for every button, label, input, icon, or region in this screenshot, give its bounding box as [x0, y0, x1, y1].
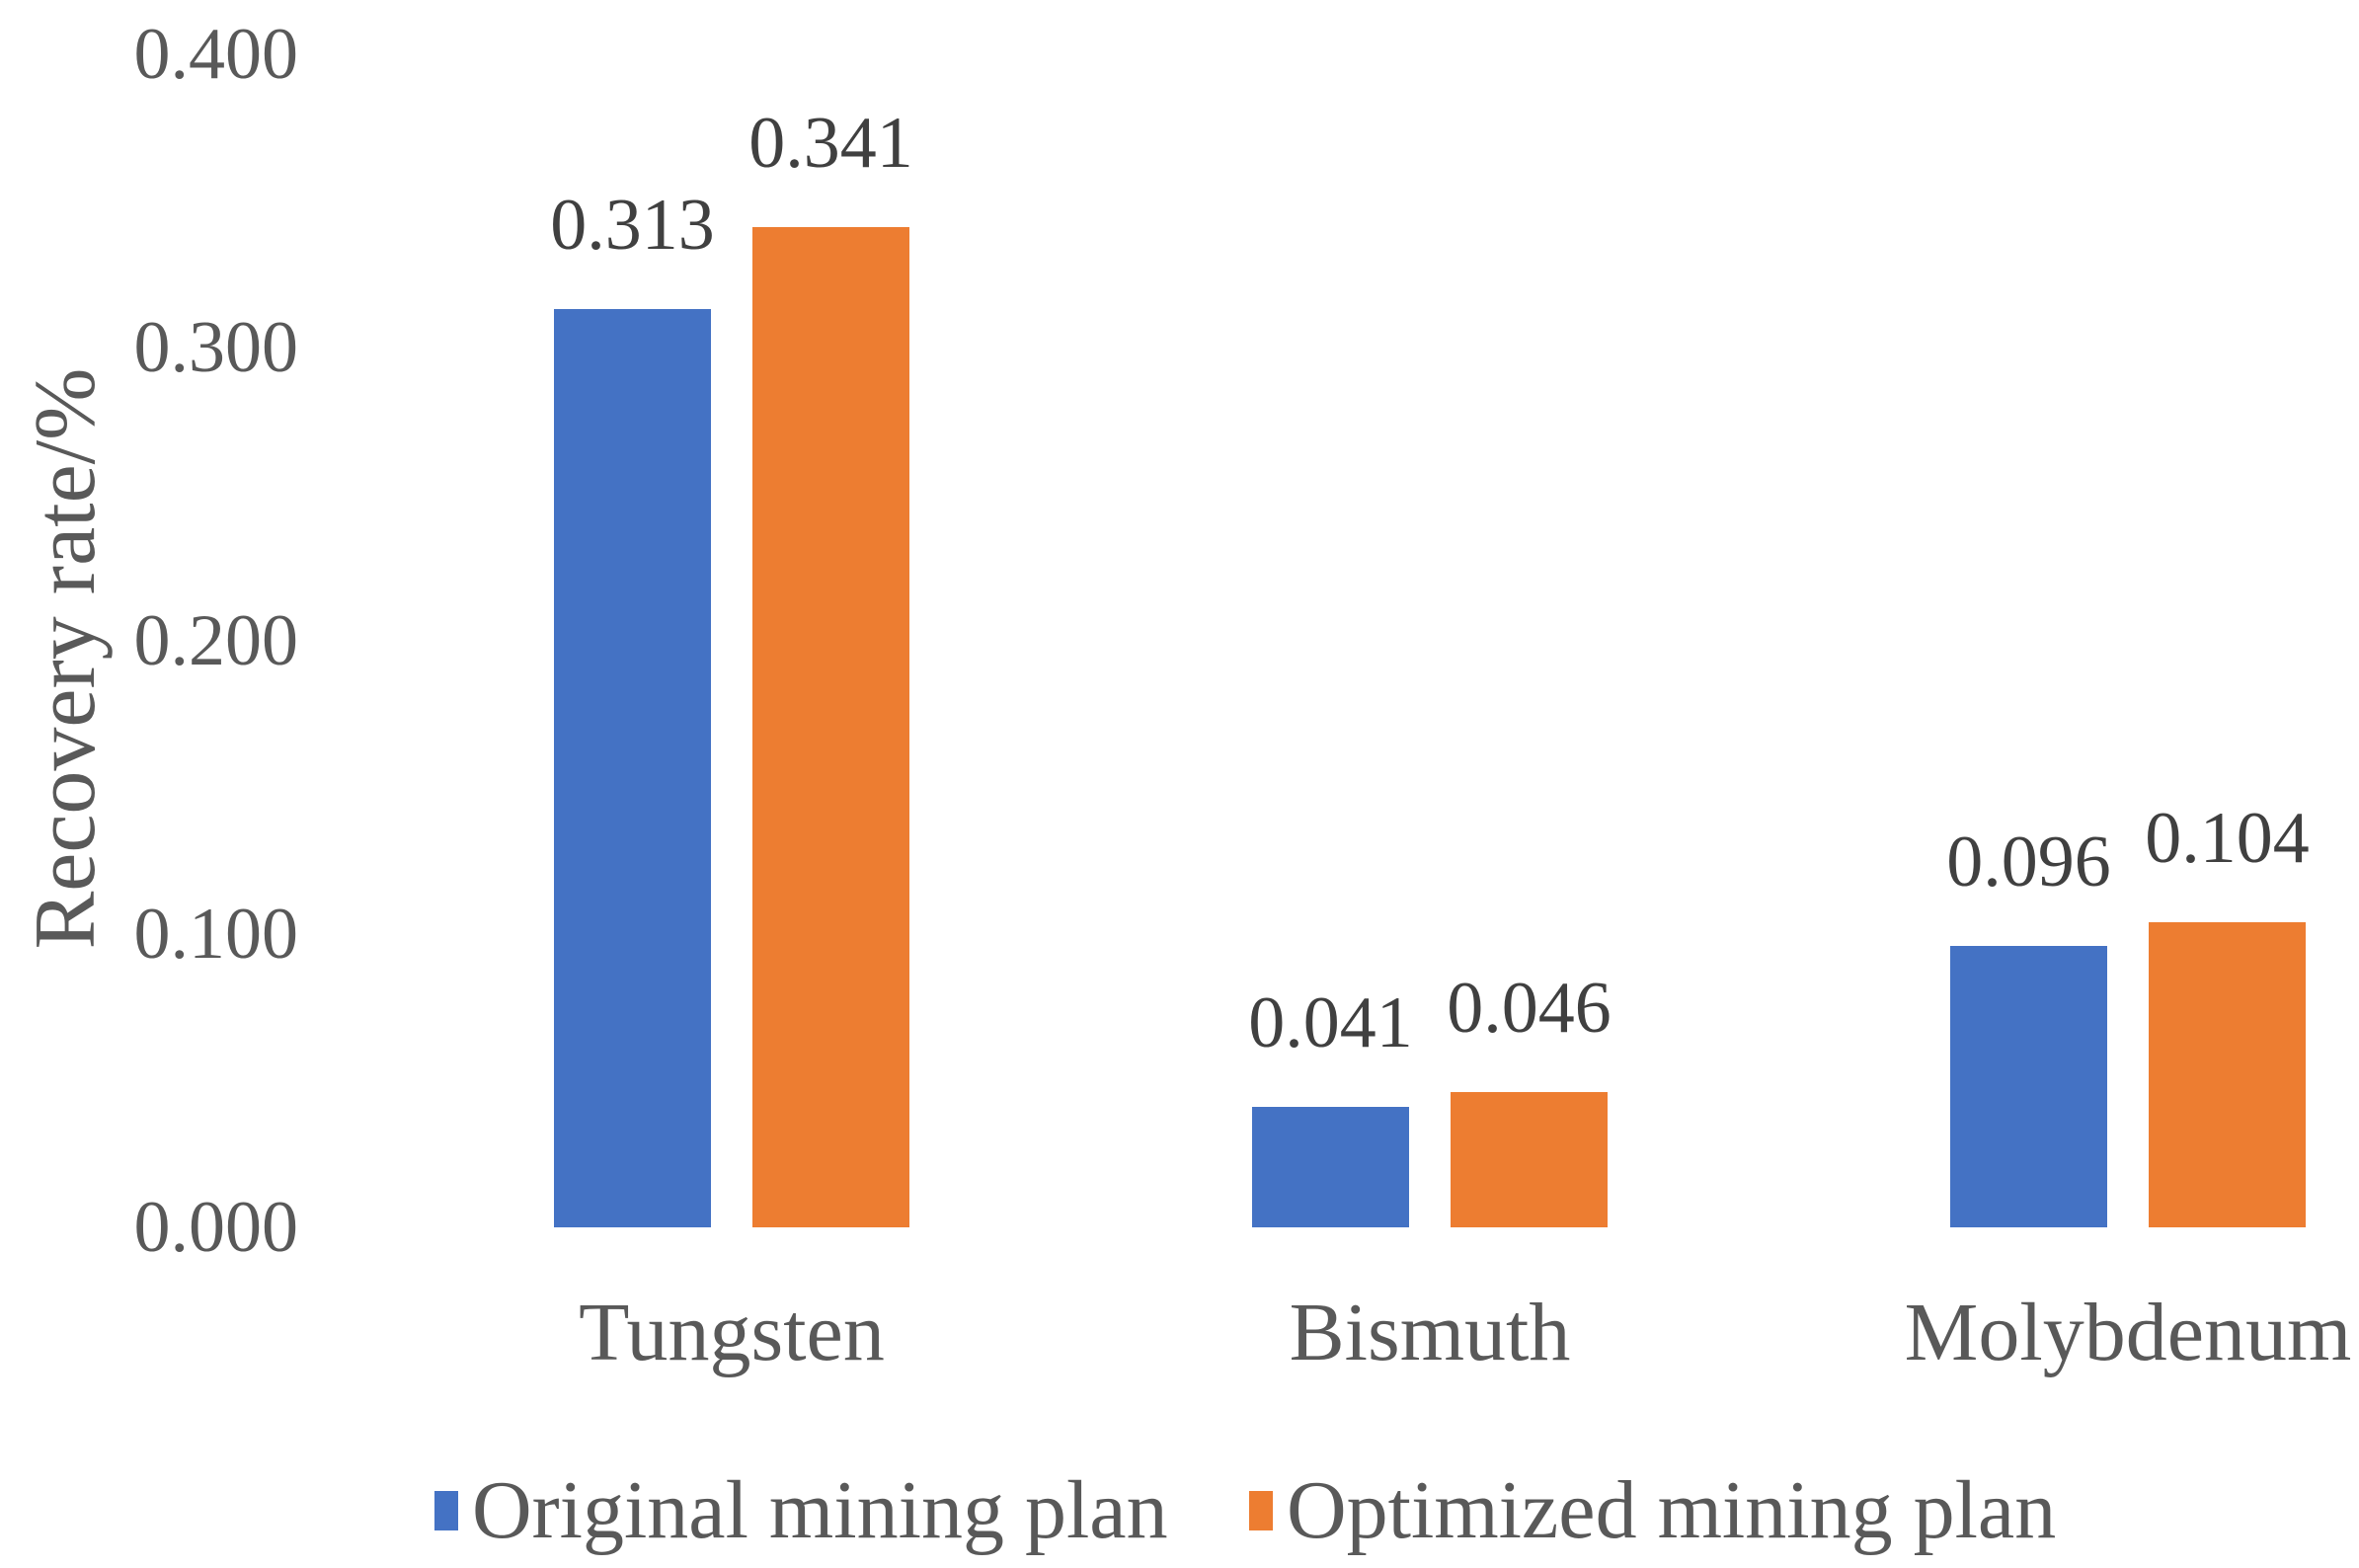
- legend-marker-optimized: [1249, 1491, 1273, 1530]
- data-label: 0.096: [1946, 822, 2111, 902]
- bar-group: 0.046: [1447, 972, 1612, 1227]
- legend-marker-original: [434, 1491, 458, 1530]
- bar-group: 0.313: [550, 189, 715, 1227]
- legend-item-original: Original mining plan: [434, 1466, 1168, 1555]
- bar-group: 0.041: [1248, 986, 1413, 1227]
- bar-optimized-molybdenum: [2149, 922, 2306, 1227]
- category-label-molybdenum: Molybdenum: [1904, 1287, 2352, 1378]
- bar-original-bismuth: [1252, 1107, 1409, 1227]
- legend-label-original: Original mining plan: [472, 1464, 1168, 1556]
- y-tick-label: 0.400: [133, 14, 299, 95]
- bar-group: 0.096: [1946, 825, 2111, 1227]
- legend-label-optimized: Optimized mining plan: [1287, 1464, 2057, 1556]
- data-label: 0.313: [550, 185, 715, 266]
- y-tick-label: 0.200: [133, 600, 299, 681]
- data-label: 0.104: [2145, 798, 2310, 879]
- data-label: 0.046: [1447, 968, 1612, 1049]
- bar-group: 0.104: [2145, 802, 2310, 1227]
- cluster-bismuth: 0.041 0.046: [1248, 972, 1612, 1227]
- legend-item-optimized: Optimized mining plan: [1249, 1466, 2056, 1555]
- cluster-tungsten: 0.313 0.341: [550, 107, 913, 1227]
- bar-original-molybdenum: [1950, 946, 2107, 1227]
- data-label: 0.341: [748, 103, 913, 184]
- category-label-bismuth: Bismuth: [1289, 1287, 1571, 1378]
- bar-optimized-tungsten: [752, 227, 909, 1227]
- data-label: 0.041: [1248, 982, 1413, 1063]
- bar-group: 0.341: [748, 107, 913, 1227]
- y-tick-label: 0.000: [133, 1187, 299, 1268]
- y-tick-label: 0.300: [133, 307, 299, 388]
- y-axis: 0.400 0.300 0.200 0.100 0.000: [0, 0, 299, 1568]
- bar-optimized-bismuth: [1451, 1092, 1608, 1227]
- category-label-tungsten: Tungsten: [579, 1287, 885, 1378]
- cluster-molybdenum: 0.096 0.104: [1946, 802, 2310, 1227]
- bar-original-tungsten: [554, 309, 711, 1227]
- y-tick-label: 0.100: [133, 894, 299, 975]
